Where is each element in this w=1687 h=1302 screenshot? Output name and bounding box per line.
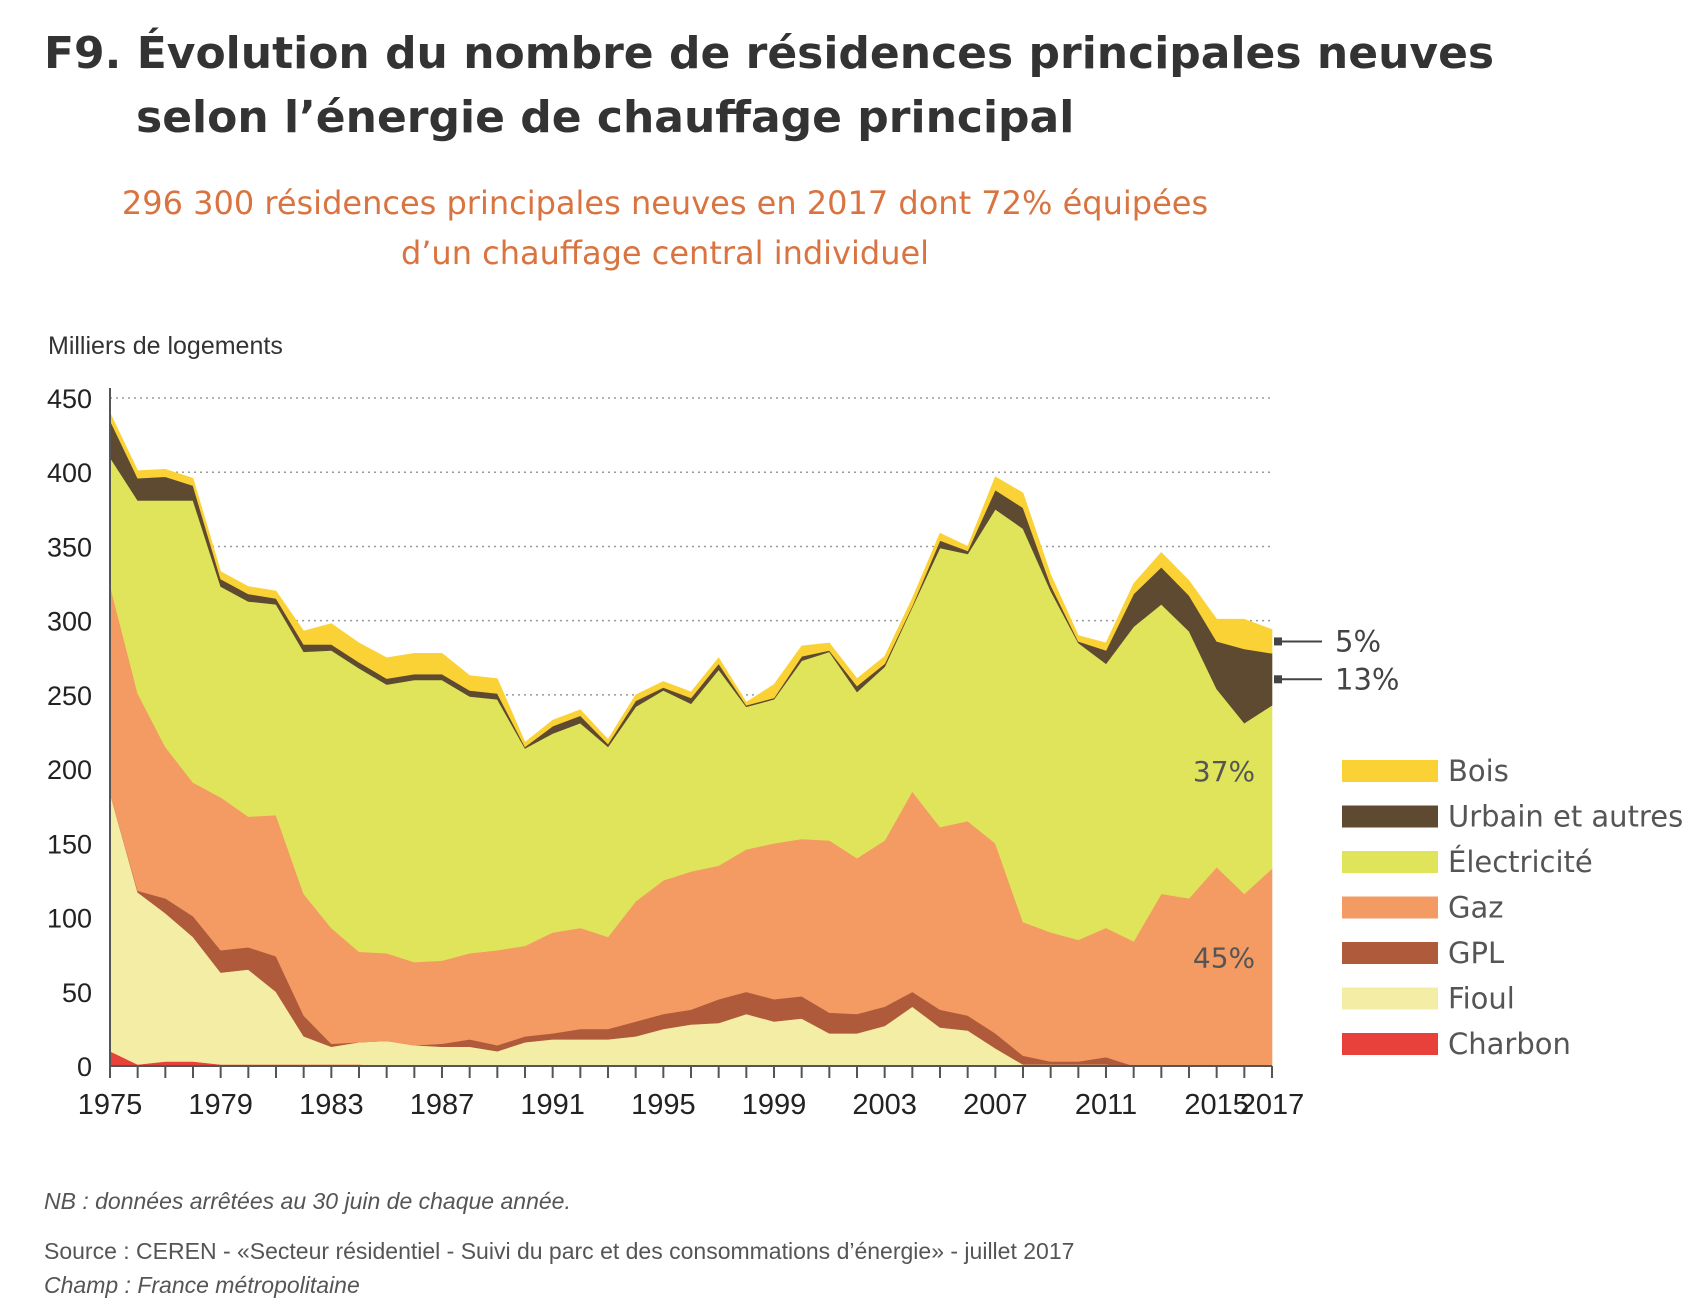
x-tick-label: 2015 [1184, 1089, 1249, 1121]
note-nb: NB : données arrêtées au 30 juin de chaq… [44, 1188, 571, 1214]
annotation-label: 13% [1335, 662, 1399, 696]
x-tick-label: 2011 [1075, 1089, 1137, 1121]
legend-swatch-gaz [1342, 896, 1438, 919]
x-tick-label: 1991 [520, 1089, 585, 1121]
y-tick-label: 0 [77, 1052, 92, 1082]
x-tick-label: 1999 [742, 1089, 807, 1121]
legend-swatch-bois [1342, 760, 1438, 782]
y-tick-label: 450 [47, 384, 92, 414]
legend-swatch--lectricit- [1342, 851, 1438, 873]
footnotes: NB : données arrêtées au 30 juin de chaq… [44, 1184, 1444, 1302]
legend-label-gaz: Gaz [1448, 891, 1503, 925]
y-tick-label: 250 [47, 681, 92, 711]
y-tick-label: 150 [47, 829, 92, 859]
legend-swatch-urbain-et-autres [1342, 805, 1438, 828]
legend-swatch-fioul [1342, 987, 1438, 1010]
legend-swatch-charbon [1342, 1033, 1438, 1055]
chart-title: F9. Évolution du nombre de résidences pr… [44, 22, 1644, 150]
note-source: Source : CEREN - «Secteur résidentiel - … [44, 1238, 1075, 1264]
subtitle-line-1: 296 300 résidences principales neuves en… [121, 184, 1209, 222]
annotation-label: 45% [1193, 941, 1255, 974]
x-tick-label: 1979 [188, 1089, 253, 1121]
x-tick-label: 1975 [78, 1089, 143, 1121]
note-champ: Champ : France métropolitaine [44, 1272, 360, 1298]
legend-swatch-gpl [1342, 942, 1438, 964]
chart-subtitle: 296 300 résidences principales neuves en… [60, 178, 1270, 278]
title-line-1: F9. Évolution du nombre de résidences pr… [44, 28, 1495, 79]
y-tick-label: 350 [47, 532, 92, 562]
annotation-marker [1274, 637, 1282, 646]
y-axis-label: Milliers de logements [48, 332, 283, 360]
x-tick-label: 1995 [631, 1089, 696, 1121]
x-tick-label: 2007 [963, 1089, 1028, 1121]
y-tick-label: 300 [47, 607, 92, 637]
annotation-label: 37% [1193, 755, 1255, 788]
x-tick-label: 1987 [410, 1089, 475, 1121]
legend-label-fioul: Fioul [1448, 982, 1515, 1016]
legend-label-charbon: Charbon [1448, 1027, 1571, 1061]
y-tick-label: 200 [47, 755, 92, 785]
title-line-2: selon l’énergie de chauffage principal [136, 92, 1075, 143]
legend-label-urbain-et-autres: Urbain et autres [1448, 800, 1683, 834]
stacked-area-chart: 0 50 100 150 200 250 300 350 400 450 1975 1979 1983 1… [47, 384, 1683, 1121]
legend-label-bois: Bois [1448, 754, 1509, 788]
y-tick-label: 400 [47, 458, 92, 488]
legend-label-gpl: GPL [1448, 936, 1504, 970]
legend-label--lectricit-: Électricité [1448, 845, 1593, 879]
y-tick-label: 100 [47, 904, 92, 934]
y-tick-label: 50 [62, 978, 92, 1008]
area-series-bois [109, 412, 1273, 748]
annotation-label: 5% [1335, 624, 1381, 658]
subtitle-line-2: d’un chauffage central individuel [400, 234, 930, 272]
x-tick-label: 2017 [1240, 1089, 1305, 1121]
x-tick-label: 2003 [852, 1089, 917, 1121]
annotation-marker [1274, 675, 1282, 684]
x-tick-label: 1983 [299, 1089, 364, 1121]
